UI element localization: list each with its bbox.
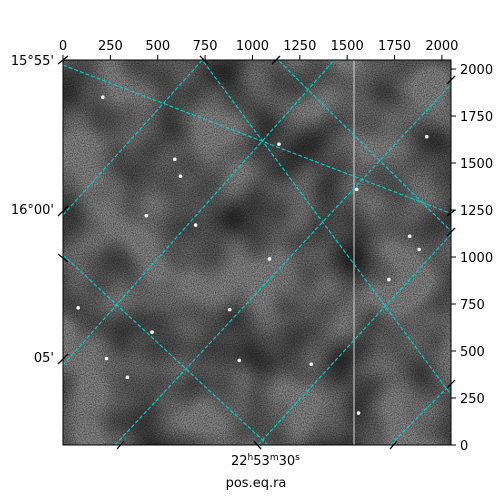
star-point [150, 330, 154, 335]
star-point [100, 95, 105, 100]
grid-line [63, 60, 336, 366]
y-tick-label: 500 [460, 345, 485, 360]
ra-edge-tick [446, 379, 456, 389]
ra-hours-unit: h [248, 453, 254, 463]
star-point [424, 134, 429, 139]
y-tick-label: 2000 [460, 63, 493, 78]
ra-edge-tick [271, 55, 281, 65]
ra-seconds-unit: s [295, 453, 300, 463]
y-tick-label: 1000 [460, 251, 493, 266]
dec-label-2: 16°00' [11, 203, 54, 218]
dec-edge-tick [57, 205, 69, 217]
y-tick-label: 250 [460, 392, 485, 407]
grid-line [63, 64, 451, 215]
star-point [356, 411, 361, 415]
star-point [76, 305, 80, 310]
coordinate-grid [63, 60, 451, 445]
x-axis-label: pos.eq.ra [226, 476, 287, 491]
ra-minutes-unit: m [270, 453, 279, 463]
ra-edge-tick [253, 440, 262, 450]
star-point [125, 375, 130, 380]
dec-edge-tick [57, 253, 69, 263]
star-point [267, 257, 272, 261]
star-point [104, 356, 109, 361]
plot-area [62, 59, 452, 446]
ra-seconds: 30 [279, 454, 296, 469]
dec-edge-tick [57, 55, 69, 65]
y-tick-label: 750 [460, 298, 485, 313]
star-point [277, 142, 281, 147]
ra-minutes: 53 [253, 454, 270, 469]
star-point [237, 358, 241, 363]
y-tick-label: 1750 [460, 110, 493, 125]
star-point [387, 277, 391, 282]
star-point [309, 362, 313, 366]
ra-edge-tick [446, 227, 456, 237]
y-tick-label: 0 [460, 439, 468, 454]
x-tick-label: 500 [145, 39, 170, 54]
star-point [227, 307, 232, 312]
dec-edge-tick [57, 353, 69, 365]
grid-line [201, 60, 451, 396]
grid-line [114, 83, 451, 445]
x-axis-top: 0 250 500 750 1000 1250 1500 1750 2000 [59, 39, 458, 60]
x-tick-label: 250 [98, 39, 123, 54]
dec-label-3: 05' [34, 351, 54, 366]
ra-edge-tick [446, 209, 456, 217]
star-point [417, 247, 421, 252]
ra-tick-label: 22h53m30s [231, 453, 300, 469]
ra-edge-tick [389, 440, 398, 450]
star-point [144, 213, 149, 218]
y-axis-right: 0 250 500 750 1000 1250 1500 1750 2000 [451, 63, 493, 454]
x-tick-label: 1750 [378, 39, 411, 54]
grid-line [257, 233, 451, 445]
svg-text:22h53m30s: 22h53m30s [231, 453, 300, 469]
x-tick-label: 1500 [331, 39, 364, 54]
y-tick-label: 1500 [460, 157, 493, 172]
x-tick-label: 0 [59, 39, 67, 54]
star-point [193, 223, 198, 227]
x-tick-label: 1000 [236, 39, 269, 54]
stars-layer [76, 95, 429, 415]
image-noise-texture [63, 60, 451, 445]
x-tick-label: 750 [193, 39, 218, 54]
x-tick-label: 1250 [283, 39, 316, 54]
x-tick-label: 2000 [425, 39, 458, 54]
star-point [354, 187, 359, 192]
star-point [172, 157, 177, 162]
ra-hours: 22 [231, 454, 248, 469]
star-point [178, 174, 183, 178]
grid-line [389, 383, 451, 445]
grid-line [63, 254, 269, 445]
celestial-edge-ticks [57, 55, 456, 450]
ra-edge-tick [116, 440, 125, 450]
y-tick-label: 1250 [460, 204, 493, 219]
grid-line [63, 60, 204, 216]
ra-edge-tick [446, 75, 456, 85]
grid-line [277, 60, 451, 232]
star-point [407, 234, 412, 239]
ra-edge-tick [199, 55, 209, 65]
dec-label-1: 15°55' [11, 54, 54, 69]
